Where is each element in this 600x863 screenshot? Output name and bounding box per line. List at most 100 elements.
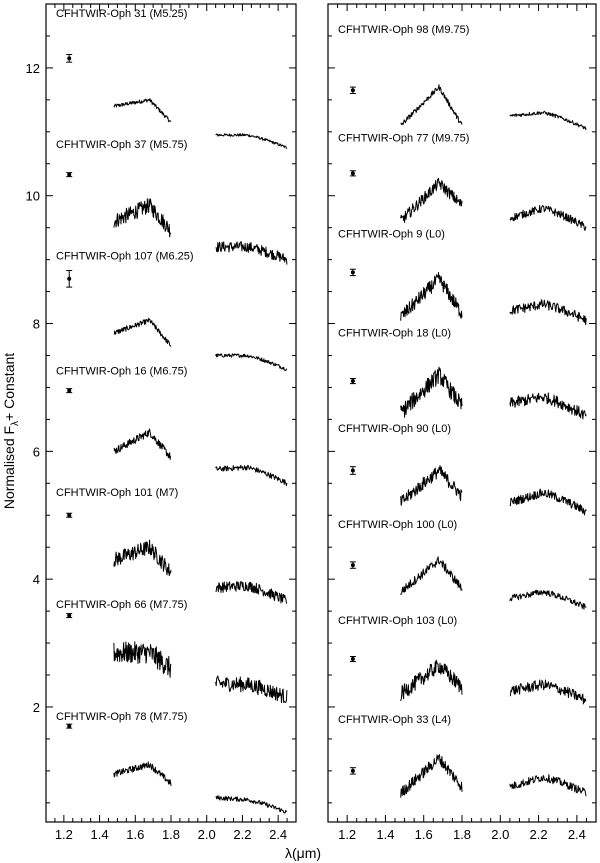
spectrum-label: CFHTWIR-Oph 103 (L0) [338, 615, 457, 627]
spectrum-label: CFHTWIR-Oph 16 (M6.75) [56, 366, 187, 378]
h-band-spectrum [400, 556, 463, 596]
h-band-spectrum [113, 98, 172, 123]
x-tick-label: 1.2 [55, 827, 73, 842]
left-panel: 1.2 1.4 1.6 1.8 2.0 2.2 2.4 2 4 6 8 10 12 CFHTWIR-Oph… [26, 3, 297, 842]
spectrum-label: CFHTWIR-Oph 100 (L0) [338, 519, 457, 531]
photometric-point [67, 172, 72, 177]
spectrum-label: CFHTWIR-Oph 9 (L0) [338, 228, 445, 240]
k-band-spectrum [509, 392, 587, 420]
x-tick-label: 1.8 [162, 827, 180, 842]
spectrum-1-2: CFHTWIR-Oph 9 (L0) [338, 228, 587, 326]
h-band-spectrum [400, 754, 463, 798]
spectrum-label: CFHTWIR-Oph 31 (M5.25) [56, 8, 187, 20]
h-band-spectrum [400, 177, 463, 223]
x-tick-label: 2.2 [233, 827, 251, 842]
k-band-spectrum [509, 679, 587, 705]
y-tick-label: 4 [33, 572, 40, 587]
spectrum-label: CFHTWIR-Oph 66 (M7.75) [56, 599, 187, 611]
k-band-spectrum [215, 581, 288, 604]
x-tick-label: 2.0 [198, 827, 216, 842]
spectrum-label: CFHTWIR-Oph 37 (M5.75) [56, 139, 187, 151]
photometric-point [350, 270, 355, 275]
y-tick-label: 12 [26, 61, 40, 76]
x-tick-label: 2.0 [491, 827, 509, 842]
photometric-point [350, 171, 355, 176]
x-tick-label: 1.4 [376, 827, 394, 842]
y-axis-label: Normalised Fλ+ Constant [1, 353, 21, 509]
k-band-spectrum [509, 299, 587, 326]
spectrum-1-6: CFHTWIR-Oph 103 (L0) [338, 615, 587, 705]
spectrum-1-5: CFHTWIR-Oph 100 (L0) [338, 519, 587, 610]
k-band-spectrum [215, 464, 288, 487]
k-band-spectrum [215, 353, 288, 371]
spectrum-0-0: CFHTWIR-Oph 31 (M5.25) [56, 8, 288, 149]
k-band-spectrum [509, 589, 587, 610]
photometric-point [350, 88, 355, 93]
photometric-point [67, 513, 72, 518]
right-panel: 1.2 1.4 1.6 1.8 2.0 2.2 2.4 CFHTWIR-Oph 98 (M9.… [327, 3, 597, 842]
h-band-spectrum [400, 366, 463, 418]
spectrum-0-1: CFHTWIR-Oph 37 (M5.75) [56, 139, 288, 265]
spectrum-label: CFHTWIR-Oph 77 (M9.75) [338, 132, 469, 144]
h-band-spectrum [113, 428, 172, 460]
k-band-spectrum [509, 110, 587, 130]
x-tick-label: 2.4 [568, 827, 586, 842]
h-band-spectrum [400, 84, 463, 126]
y-axis-label-main: Normalised F [1, 426, 17, 509]
x-tick-label: 1.2 [338, 827, 356, 842]
x-tick-label: 2.4 [269, 827, 287, 842]
h-band-spectrum [400, 659, 463, 702]
photometric-point [67, 56, 72, 61]
x-tick-label: 1.6 [415, 827, 433, 842]
photometric-point [67, 388, 72, 393]
y-tick-label: 8 [33, 317, 40, 332]
h-band-spectrum [400, 272, 463, 321]
y-tick-label: 6 [33, 444, 40, 459]
k-band-spectrum [215, 675, 288, 704]
k-band-spectrum [509, 488, 587, 516]
spectrum-label: CFHTWIR-Oph 101 (M7) [56, 487, 178, 499]
h-band-spectrum [113, 539, 172, 576]
h-band-spectrum [113, 761, 172, 786]
h-band-spectrum [400, 465, 463, 506]
photometric-point [350, 657, 355, 662]
k-band-spectrum [215, 795, 288, 814]
spectrum-label: CFHTWIR-Oph 18 (L0) [338, 327, 451, 339]
y-axis-label-subscript: λ [10, 421, 21, 426]
spectrum-label: CFHTWIR-Oph 107 (M6.25) [56, 251, 194, 263]
spectrum-1-7: CFHTWIR-Oph 33 (L4) [338, 714, 587, 798]
spectrum-0-4: CFHTWIR-Oph 101 (M7) [56, 487, 288, 604]
h-band-spectrum [113, 641, 172, 678]
photometric-point [350, 379, 355, 384]
spectrum-label: CFHTWIR-Oph 78 (M7.75) [56, 711, 187, 723]
h-band-spectrum [113, 198, 172, 238]
spectrum-1-0: CFHTWIR-Oph 98 (M9.75) [338, 24, 587, 130]
k-band-spectrum [215, 241, 288, 265]
y-tick-label: 10 [26, 189, 40, 204]
photometric-point [350, 768, 355, 773]
x-tick-label: 1.6 [126, 827, 144, 842]
spectrum-0-5: CFHTWIR-Oph 66 (M7.75) [56, 599, 288, 704]
spectrum-label: CFHTWIR-Oph 33 (L4) [338, 714, 451, 726]
spectrum-1-3: CFHTWIR-Oph 18 (L0) [338, 327, 587, 420]
k-band-spectrum [509, 204, 587, 231]
plot-frame [45, 3, 297, 823]
photometric-point [67, 724, 72, 729]
spectrum-1-4: CFHTWIR-Oph 90 (L0) [338, 423, 587, 516]
photometric-point [67, 276, 72, 281]
spectrum-1-1: CFHTWIR-Oph 77 (M9.75) [338, 132, 587, 231]
photometric-point [350, 563, 355, 568]
x-tick-label: 1.8 [453, 827, 471, 842]
spectrum-0-3: CFHTWIR-Oph 16 (M6.75) [56, 366, 288, 487]
y-tick-label: 2 [33, 700, 40, 715]
spectrum-0-6: CFHTWIR-Oph 78 (M7.75) [56, 711, 288, 814]
y-axis-label-suffix: + Constant [1, 353, 17, 421]
spectrum-label: CFHTWIR-Oph 90 (L0) [338, 423, 451, 435]
spectrum-label: CFHTWIR-Oph 98 (M9.75) [338, 24, 469, 36]
k-band-spectrum [509, 774, 587, 797]
x-tick-label: 1.4 [91, 827, 109, 842]
x-tick-label: 2.2 [530, 827, 548, 842]
spectrum-0-2: CFHTWIR-Oph 107 (M6.25) [56, 251, 288, 371]
k-band-spectrum [215, 133, 288, 149]
